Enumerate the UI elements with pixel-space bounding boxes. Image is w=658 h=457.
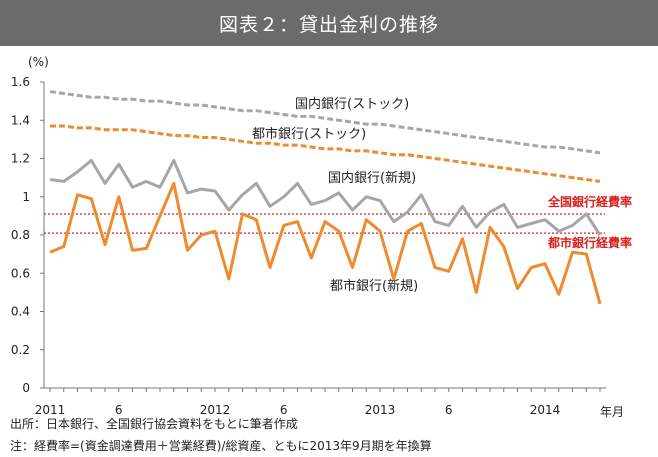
label-toshi-new: 都市銀行(新規) bbox=[330, 278, 418, 294]
x-tick-label: 6 bbox=[445, 403, 453, 417]
x-axis-title: 年月 bbox=[600, 405, 624, 419]
y-tick-label: 0.2 bbox=[11, 343, 30, 357]
series-line bbox=[49, 181, 602, 305]
chart-title: 図表２：貸出金利の推移 bbox=[218, 13, 439, 36]
label-kokunai-new: 国内銀行(新規) bbox=[328, 170, 416, 186]
y-tick-label: 0.8 bbox=[11, 228, 30, 242]
y-tick-label: 1 bbox=[22, 190, 30, 204]
definition-note: 注：経費率=(資金調達費用＋営業経費)/総資産、ともに2013年9月期を年換算 bbox=[10, 439, 432, 453]
series-line bbox=[49, 158, 602, 236]
y-tick-label: 1.2 bbox=[11, 152, 30, 166]
reference-line-label: 全国銀行経費率 bbox=[547, 194, 632, 209]
series-line bbox=[49, 90, 601, 155]
y-tick-label: 1.6 bbox=[11, 75, 30, 89]
label-kokunai-stock: 国内銀行(ストック) bbox=[295, 96, 409, 112]
title-bar: 図表２：貸出金利の推移 bbox=[0, 0, 658, 46]
y-tick-label: 1.4 bbox=[11, 113, 30, 127]
y-unit-label: (%) bbox=[28, 55, 49, 69]
y-tick-label: 0.6 bbox=[11, 266, 30, 280]
reference-line-label: 都市銀行経費率 bbox=[547, 235, 632, 250]
x-tick-label: 6 bbox=[115, 403, 123, 417]
x-tick-label: 2012 bbox=[200, 403, 231, 417]
x-tick-label: 6 bbox=[280, 403, 288, 417]
x-tick-label: 2011 bbox=[35, 403, 66, 417]
x-tick-label: 2014 bbox=[530, 403, 561, 417]
y-tick-label: 0.4 bbox=[11, 305, 30, 319]
series-line bbox=[50, 124, 601, 183]
source-note: 出所：日本銀行、全国銀行協会資料をもとに筆者作成 bbox=[10, 417, 298, 431]
label-toshi-stock: 都市銀行(ストック) bbox=[252, 126, 366, 142]
y-tick-label: 0 bbox=[22, 381, 30, 395]
x-tick-label: 2013 bbox=[365, 403, 396, 417]
